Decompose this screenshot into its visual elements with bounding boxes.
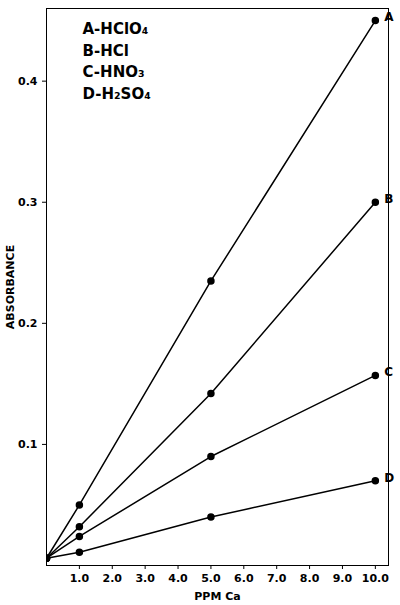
svg-text:0.2: 0.2 xyxy=(18,317,38,330)
svg-text:3.0: 3.0 xyxy=(135,572,155,585)
svg-text:7.0: 7.0 xyxy=(267,572,287,585)
svg-text:1.0: 1.0 xyxy=(70,572,90,585)
svg-text:ABSORBANCE: ABSORBANCE xyxy=(4,245,17,329)
svg-text:0.4: 0.4 xyxy=(18,75,38,88)
svg-text:8.0: 8.0 xyxy=(300,572,320,585)
svg-text:PPM Ca: PPM Ca xyxy=(194,590,240,603)
svg-text:0.3: 0.3 xyxy=(18,196,38,209)
svg-text:6.0: 6.0 xyxy=(234,572,254,585)
svg-text:2.0: 2.0 xyxy=(103,572,123,585)
svg-text:9.0: 9.0 xyxy=(333,572,353,585)
svg-text:A-HClO₄B-HClC-HNO₃D-H₂SO₄: A-HClO₄B-HClC-HNO₃D-H₂SO₄ xyxy=(83,20,151,103)
svg-text:4.0: 4.0 xyxy=(168,572,188,585)
svg-text:A: A xyxy=(384,10,394,24)
svg-text:B: B xyxy=(384,192,393,206)
svg-text:C: C xyxy=(384,365,393,379)
svg-text:10.0: 10.0 xyxy=(362,572,389,585)
svg-text:5.0: 5.0 xyxy=(201,572,221,585)
svg-text:D: D xyxy=(384,471,394,485)
svg-text:0.1: 0.1 xyxy=(18,438,38,451)
